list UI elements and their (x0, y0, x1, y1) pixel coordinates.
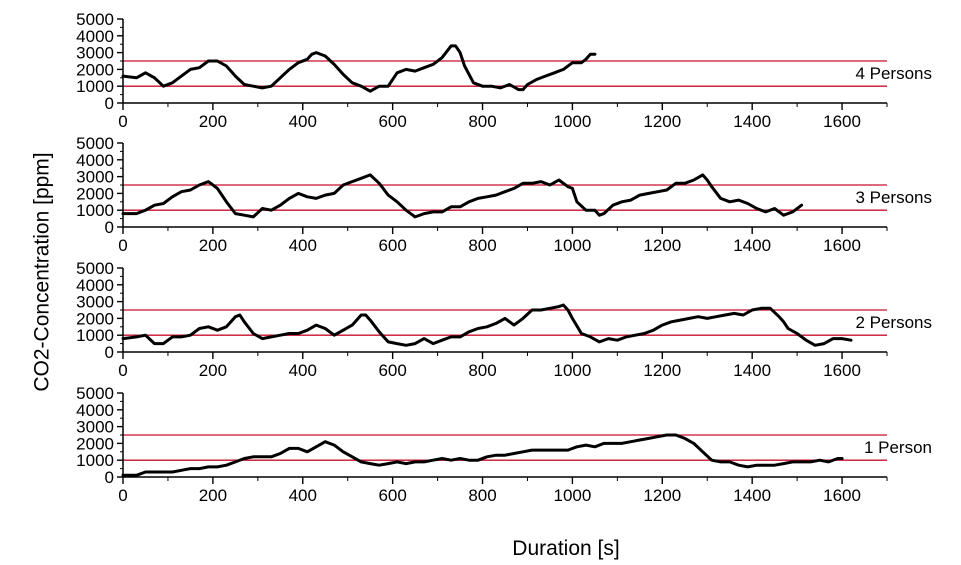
x-tick-label: 1200 (643, 361, 681, 380)
x-tick-label: 1000 (553, 361, 591, 380)
x-tick-label: 1600 (823, 112, 861, 131)
x-tick-label: 400 (289, 112, 317, 131)
x-tick-label: 1200 (643, 486, 681, 505)
x-tick-label: 0 (118, 236, 127, 255)
y-tick-label: 5000 (76, 259, 114, 278)
y-tick-label: 4000 (76, 276, 114, 295)
y-tick-label: 1000 (76, 77, 114, 96)
x-tick-label: 1200 (643, 112, 681, 131)
y-tick-label: 0 (105, 468, 114, 487)
y-tick-label: 5000 (76, 384, 114, 403)
x-tick-label: 1000 (553, 112, 591, 131)
x-tick-label: 1400 (733, 361, 771, 380)
y-tick-label: 4000 (76, 27, 114, 46)
x-tick-label: 600 (378, 361, 406, 380)
series-line (121, 433, 844, 477)
y-tick-label: 0 (105, 218, 114, 237)
y-tick-label: 0 (105, 94, 114, 113)
panel-label: 3 Persons (855, 188, 932, 207)
x-tick-label: 1000 (553, 236, 591, 255)
x-tick-label: 1400 (733, 112, 771, 131)
x-tick-label: 200 (199, 486, 227, 505)
y-tick-label: 3000 (76, 168, 114, 187)
x-tick-label: 800 (468, 236, 496, 255)
panel-label: 4 Persons (855, 64, 932, 83)
x-tick-label: 1600 (823, 361, 861, 380)
x-tick-label: 200 (199, 112, 227, 131)
x-axis-title: Duration [s] (512, 537, 619, 560)
x-tick-label: 0 (118, 112, 127, 131)
x-tick-label: 400 (289, 361, 317, 380)
y-tick-label: 4000 (76, 401, 114, 420)
y-tick-label: 0 (105, 343, 114, 362)
y-tick-label: 2000 (76, 184, 114, 203)
x-tick-label: 400 (289, 236, 317, 255)
panel-label: 2 Persons (855, 313, 932, 332)
x-tick-label: 0 (118, 486, 127, 505)
x-tick-label: 200 (199, 236, 227, 255)
y-tick-label: 3000 (76, 418, 114, 437)
x-tick-label: 200 (199, 361, 227, 380)
y-tick-label: 4000 (76, 151, 114, 170)
x-tick-label: 400 (289, 486, 317, 505)
x-tick-label: 1200 (643, 236, 681, 255)
x-tick-label: 600 (378, 236, 406, 255)
series-line (121, 173, 804, 219)
y-tick-label: 5000 (76, 10, 114, 29)
x-tick-label: 0 (118, 361, 127, 380)
x-tick-label: 1600 (823, 486, 861, 505)
x-tick-label: 1600 (823, 236, 861, 255)
x-tick-label: 600 (378, 112, 406, 131)
x-tick-label: 1400 (733, 486, 771, 505)
x-tick-label: 1000 (553, 486, 591, 505)
y-tick-label: 1000 (76, 326, 114, 345)
x-tick-label: 600 (378, 486, 406, 505)
y-tick-label: 3000 (76, 44, 114, 63)
x-tick-label: 800 (468, 486, 496, 505)
x-tick-label: 800 (468, 361, 496, 380)
y-axis-title: CO2-Concentration [ppm] (31, 152, 54, 391)
series-line (121, 303, 853, 347)
panel-label: 1 Person (864, 438, 932, 457)
y-tick-label: 1000 (76, 201, 114, 220)
y-tick-label: 2000 (76, 434, 114, 453)
y-tick-label: 5000 (76, 134, 114, 153)
y-tick-label: 2000 (76, 309, 114, 328)
y-tick-label: 2000 (76, 60, 114, 79)
series-line (121, 44, 597, 93)
x-tick-label: 800 (468, 112, 496, 131)
x-tick-label: 1400 (733, 236, 771, 255)
y-tick-label: 3000 (76, 293, 114, 312)
y-tick-label: 1000 (76, 451, 114, 470)
